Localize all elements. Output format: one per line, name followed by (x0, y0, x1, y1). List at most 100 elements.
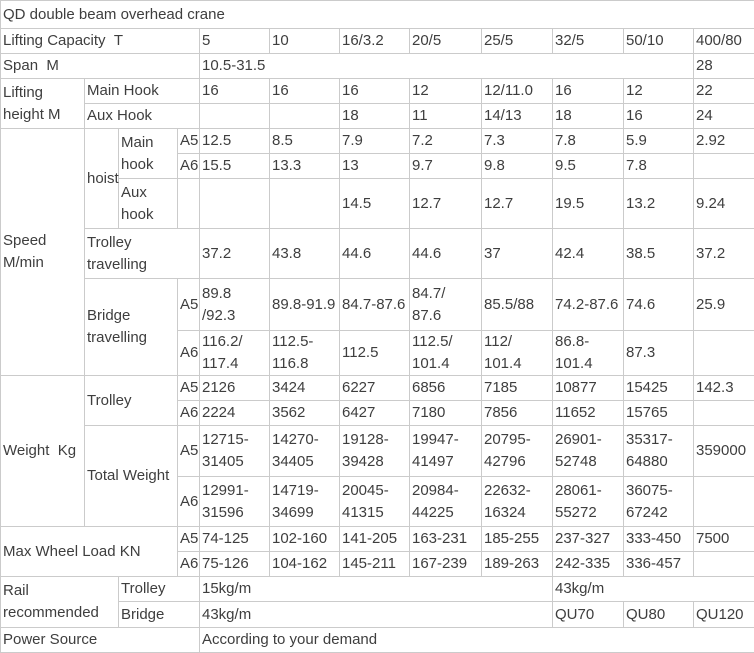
table-cell: 112/ 101.4 (482, 331, 553, 376)
table-cell: 86.8- 101.4 (553, 331, 624, 376)
capacity-col-header: 50/10 (624, 29, 694, 54)
table-cell: 12/11.0 (482, 79, 553, 104)
row-label-speed: Speed M/min (1, 129, 85, 376)
table-cell: 37.2 (200, 229, 270, 279)
table-cell: 42.4 (553, 229, 624, 279)
duty-class-label: A5 (178, 376, 200, 401)
table-cell (694, 477, 754, 527)
table-cell: 189-263 (482, 552, 553, 577)
table-cell: 9.24 (694, 179, 754, 229)
table-cell: 145-211 (340, 552, 410, 577)
table-cell: 116.2/ 117.4 (200, 331, 270, 376)
table-cell: 43kg/m (553, 577, 754, 602)
table-cell: 74.6 (624, 279, 694, 331)
table-cell: 15425 (624, 376, 694, 401)
table-cell (694, 401, 754, 426)
capacity-col-header: 25/5 (482, 29, 553, 54)
table-cell: 16 (553, 79, 624, 104)
table-cell: 6856 (410, 376, 482, 401)
table-cell: QU80 (624, 602, 694, 628)
table-cell: 7500 (694, 527, 754, 552)
table-cell: 74.2-87.6 (553, 279, 624, 331)
row-label-trolley-weight: Trolley (85, 376, 178, 426)
table-cell: 14719- 34699 (270, 477, 340, 527)
table-cell: 28 (694, 54, 754, 79)
table-cell: 38.5 (624, 229, 694, 279)
table-cell: 12 (410, 79, 482, 104)
table-cell: 3424 (270, 376, 340, 401)
table-cell: 185-255 (482, 527, 553, 552)
row-rail-trolley: Rail recommended Trolley 15kg/m 43kg/m (1, 577, 754, 602)
table-cell: 7185 (482, 376, 553, 401)
row-label-power-source: Power Source (1, 628, 200, 653)
row-label-rail-trolley: Trolley (119, 577, 200, 602)
row-label-hoist: hoist (85, 129, 119, 229)
row-lifting-capacity: Lifting Capacity T 5 10 16/3.2 20/5 25/5… (1, 29, 754, 54)
row-title: QD double beam overhead crane (1, 1, 754, 29)
table-cell (694, 154, 754, 179)
table-cell: 9.8 (482, 154, 553, 179)
row-label-weight: Weight Kg (1, 376, 85, 527)
table-cell: 89.8-91.9 (270, 279, 340, 331)
capacity-col-header: 32/5 (553, 29, 624, 54)
table-cell: 84.7-87.6 (340, 279, 410, 331)
table-cell (270, 179, 340, 229)
table-cell: 26901- 52748 (553, 426, 624, 477)
table-cell: 112.5/ 101.4 (410, 331, 482, 376)
row-label-main-hook: Main Hook (85, 79, 200, 104)
table-cell: 6227 (340, 376, 410, 401)
table-cell: According to your demand (200, 628, 754, 653)
duty-class-label: A5 (178, 426, 200, 477)
capacity-col-header: 16/3.2 (340, 29, 410, 54)
table-cell: 13 (340, 154, 410, 179)
table-cell: 16 (270, 79, 340, 104)
table-cell: 141-205 (340, 527, 410, 552)
table-cell: 16 (340, 79, 410, 104)
table-cell: 7.3 (482, 129, 553, 154)
table-cell: 22632- 16324 (482, 477, 553, 527)
row-label-hoist-main-hook: Main hook (119, 129, 178, 179)
table-cell: 20045- 41315 (340, 477, 410, 527)
table-cell: 84.7/ 87.6 (410, 279, 482, 331)
row-label-max-wheel-load: Max Wheel Load KN (1, 527, 178, 577)
row-aux-hook-height: Aux Hook 18 11 14/13 18 16 24 (1, 104, 754, 129)
table-cell: 19947- 41497 (410, 426, 482, 477)
duty-class-label: A6 (178, 477, 200, 527)
row-trolley-travelling: Trolley travelling 37.2 43.8 44.6 44.6 3… (1, 229, 754, 279)
table-cell: 163-231 (410, 527, 482, 552)
duty-class-label: A5 (178, 279, 200, 331)
table-cell: 167-239 (410, 552, 482, 577)
row-label-trolley-travelling: Trolley travelling (85, 229, 200, 279)
table-cell: 7.8 (553, 129, 624, 154)
row-label-lifting-capacity: Lifting Capacity T (1, 29, 200, 54)
table-cell: 8.5 (270, 129, 340, 154)
table-cell: 35317- 64880 (624, 426, 694, 477)
table-cell: QU120 (694, 602, 754, 628)
table-cell: 74-125 (200, 527, 270, 552)
row-label-lifting-height: Lifting height M (1, 79, 85, 129)
table-cell: 16 (624, 104, 694, 129)
table-cell: 14/13 (482, 104, 553, 129)
table-cell: 10.5-31.5 (200, 54, 694, 79)
table-cell: 2126 (200, 376, 270, 401)
table-cell: 15kg/m (200, 577, 553, 602)
table-cell: 20795- 42796 (482, 426, 553, 477)
table-cell: 19.5 (553, 179, 624, 229)
table-cell (200, 104, 270, 129)
table-cell: 9.7 (410, 154, 482, 179)
table-cell: 12 (624, 79, 694, 104)
row-total-weight-a5: Total Weight A5 12715- 31405 14270- 3440… (1, 426, 754, 477)
duty-class-label: A6 (178, 552, 200, 577)
table-cell: 87.3 (624, 331, 694, 376)
table-cell: 336-457 (624, 552, 694, 577)
table-cell: 18 (553, 104, 624, 129)
table-cell: 7.9 (340, 129, 410, 154)
table-cell: 12.5 (200, 129, 270, 154)
table-cell: 37 (482, 229, 553, 279)
table-cell: 24 (694, 104, 754, 129)
table-cell: 11652 (553, 401, 624, 426)
table-cell: 142.3 (694, 376, 754, 401)
table-cell: 12715- 31405 (200, 426, 270, 477)
table-cell: 102-160 (270, 527, 340, 552)
capacity-col-header: 400/80 (694, 29, 754, 54)
